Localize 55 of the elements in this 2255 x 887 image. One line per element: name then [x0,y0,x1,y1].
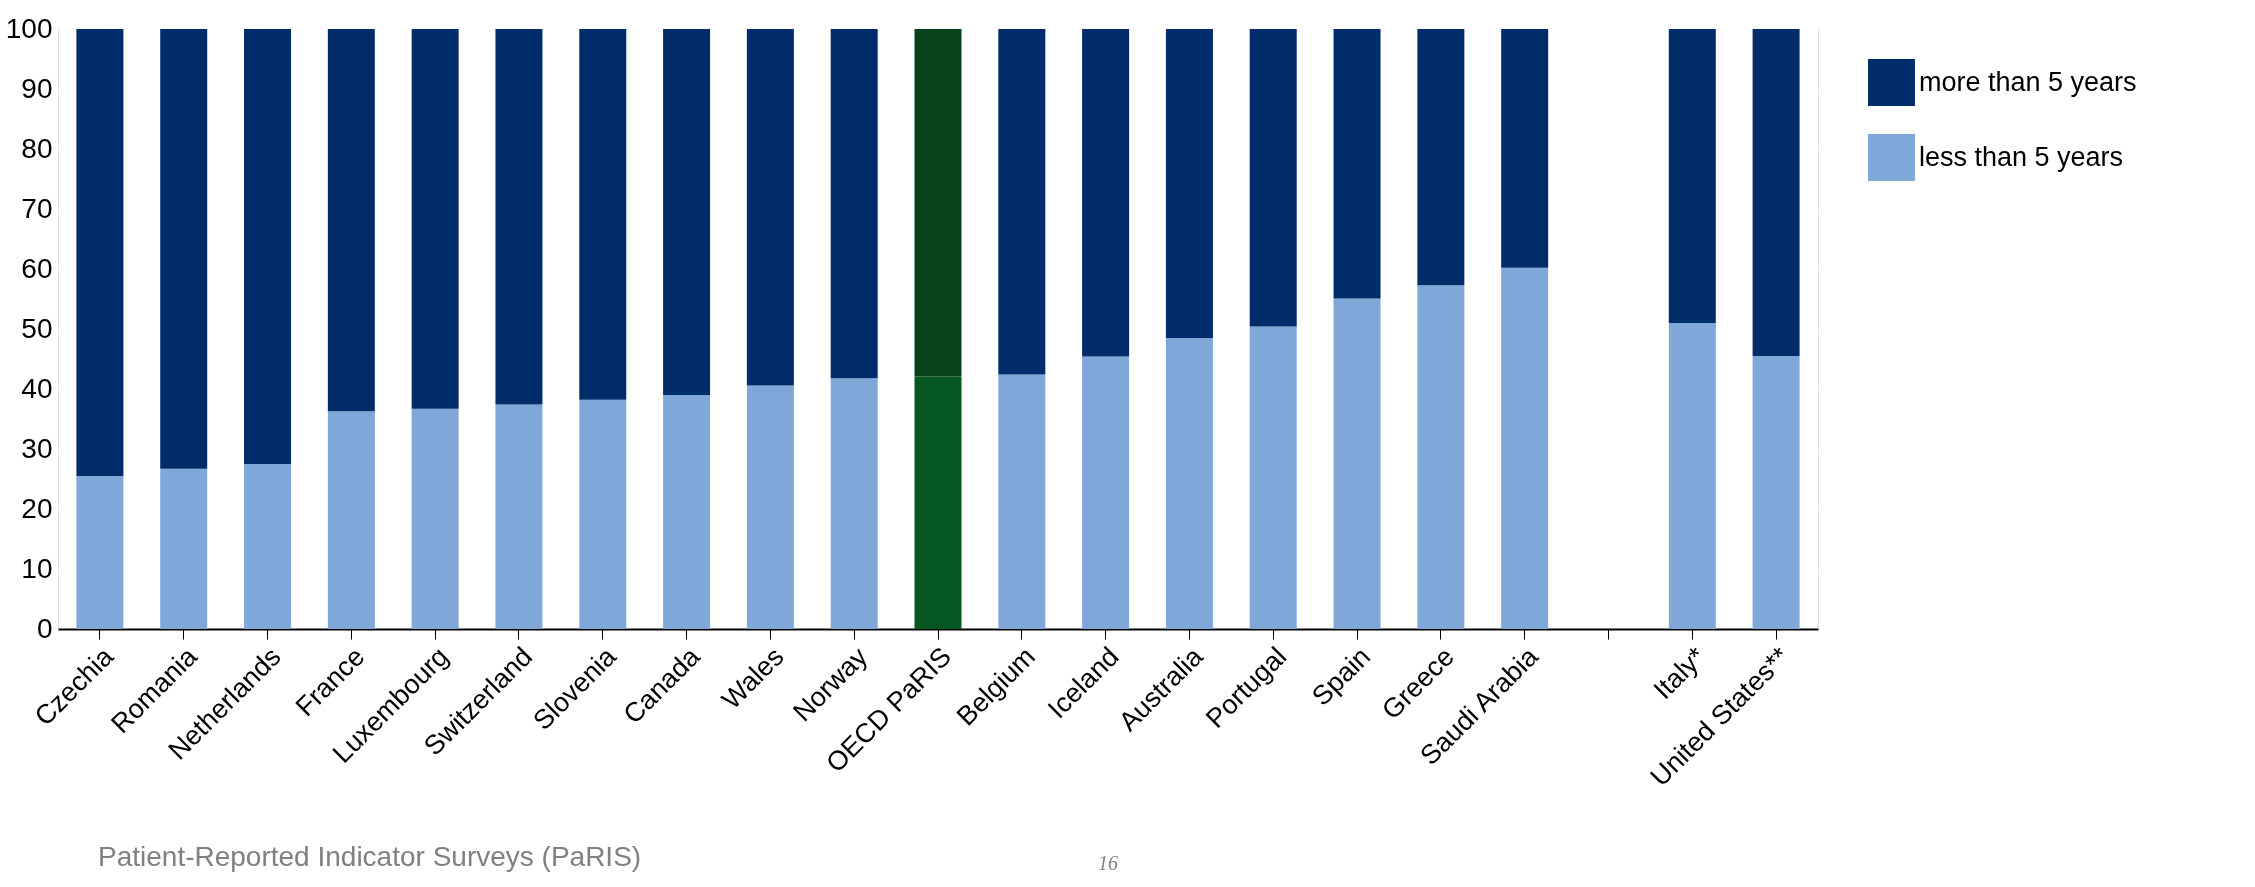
bar [495,404,543,629]
bar [998,29,1046,375]
bar [327,411,375,629]
bar [411,29,459,409]
y-tick-label: 90 [21,72,53,104]
bar [1165,338,1213,629]
bar [579,29,627,400]
bar [746,29,794,386]
bar [495,29,543,405]
bar [411,408,459,629]
bar [160,29,208,469]
bar [914,29,962,377]
bar [1333,29,1381,299]
bar [327,29,375,412]
bar [244,29,292,464]
bar [76,476,124,629]
legend-label: more than 5 years [1919,66,2137,97]
y-tick-label: 40 [21,372,53,404]
bar [244,464,292,629]
bar [1165,29,1213,338]
y-tick-label: 30 [21,432,53,464]
text: Patient-Reported Indicator Surveys (PaRIS) [98,841,642,872]
bar [663,29,711,395]
bar [1668,323,1716,629]
bar [663,395,711,629]
bar [76,29,124,476]
y-tick-label: 50 [21,312,53,344]
bar [1752,29,1800,356]
bar [1249,326,1297,629]
text: 16 [1098,852,1118,874]
y-tick-label: 100 [5,12,53,44]
legend-label: less than 5 years [1919,141,2124,172]
bar [746,385,794,629]
bar [1417,285,1465,629]
bar [1417,29,1465,286]
y-tick-label: 70 [21,192,53,224]
bar [1249,29,1297,327]
y-tick-label: 0 [36,612,53,644]
bar [998,374,1046,629]
y-tick-label: 80 [21,132,53,164]
bar [830,29,878,379]
bar [1082,29,1130,357]
bar [1501,29,1549,268]
bar [579,399,627,629]
bar [1333,298,1381,629]
bar [1752,356,1800,629]
bar [914,376,962,629]
bar [160,468,208,629]
y-tick-label: 60 [21,252,53,284]
bar [830,378,878,629]
bar [1501,267,1549,629]
bar [1668,29,1716,323]
bar [1082,356,1130,629]
y-tick-label: 20 [21,492,53,524]
y-tick-label: 10 [21,552,53,584]
